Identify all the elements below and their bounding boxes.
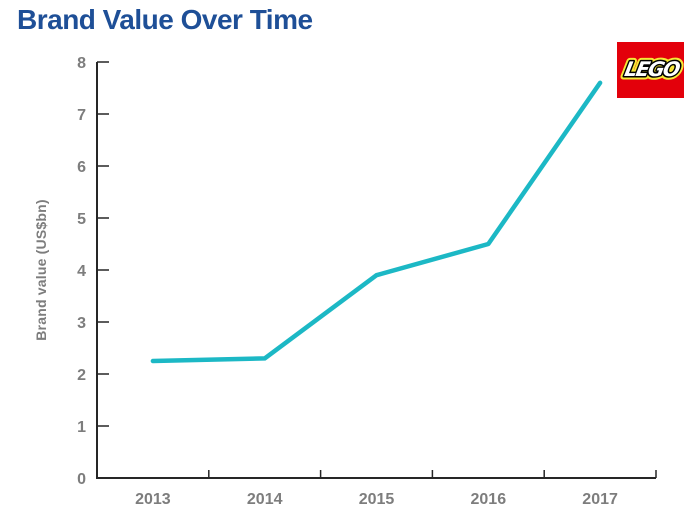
lego-logo: LEGO LEGO LEGO [617, 42, 686, 98]
y-tick-label: 8 [77, 55, 86, 72]
lego-wordmark-black-outline: LEGO [623, 57, 683, 81]
axes [96, 62, 656, 479]
x-tick-label: 2013 [135, 491, 171, 508]
y-axis-title: Brand value (US$bn) [33, 199, 49, 341]
x-tick-label: 2016 [471, 491, 507, 508]
page-title: Brand Value Over Time [17, 4, 313, 35]
brand-value-line [150, 80, 603, 364]
x-tick-label: 2017 [582, 491, 618, 508]
lego-logo-background [617, 42, 684, 98]
lego-wordmark-outer-outline: LEGO [623, 57, 683, 81]
x-tick-label: 2014 [247, 491, 283, 508]
lego-wordmark: LEGO [623, 57, 683, 81]
y-tick-label: 1 [77, 419, 86, 436]
y-tick-label: 4 [77, 263, 86, 280]
y-tick-label: 5 [77, 211, 86, 228]
x-tick-label: 2015 [359, 491, 395, 508]
y-tick-label: 0 [77, 471, 86, 488]
y-tick-label: 6 [77, 159, 86, 176]
y-tick-label: 7 [77, 107, 86, 124]
y-tick-label: 3 [77, 315, 86, 332]
y-tick-label: 2 [77, 367, 86, 384]
lego-logo-graphic: LEGO LEGO LEGO [617, 42, 686, 98]
